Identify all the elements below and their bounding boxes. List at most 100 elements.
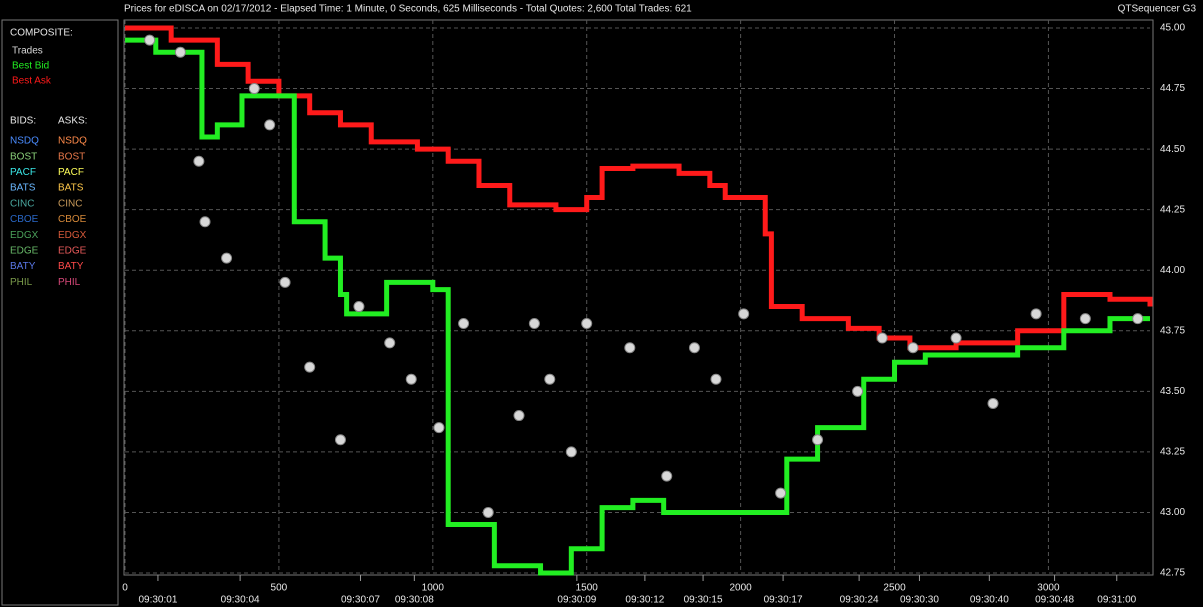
y-tick-label: 43.00 [1160, 507, 1185, 518]
time-tick-label: 09:31:00 [1097, 595, 1136, 606]
trade-dot [987, 397, 999, 409]
trade-dot [482, 506, 494, 518]
legend-entry: EDGX [58, 230, 87, 241]
trade-dot [264, 119, 276, 131]
trade-dot [458, 318, 470, 330]
x-tick-label: 3000 [1037, 583, 1060, 594]
legend-entry: PHIL [58, 277, 81, 288]
time-tick-label: 09:30:15 [684, 595, 723, 606]
legend-entry: NSDQ [58, 136, 87, 147]
trade-dot [710, 373, 722, 385]
legend-entry: PACF [58, 167, 84, 178]
time-tick-label: 09:30:17 [764, 595, 803, 606]
legend-entry: Best Ask [12, 76, 52, 87]
trade-dot [1132, 313, 1144, 325]
legend-entry: BOST [58, 151, 85, 162]
trade-dot [384, 337, 396, 349]
trade-dot [688, 342, 700, 354]
trade-dot [405, 373, 417, 385]
trade-dot [544, 373, 556, 385]
legend-entry: BATY [10, 261, 36, 272]
time-tick-label: 09:30:40 [970, 595, 1009, 606]
legend-entry: CBOE [10, 214, 39, 225]
time-tick-label: 09:30:01 [138, 595, 177, 606]
price-line [125, 37, 1150, 576]
trade-dot [950, 332, 962, 344]
x-tick-label: 0 [122, 583, 128, 594]
bids-label: BIDS: [10, 116, 36, 127]
trade-dot [581, 318, 593, 330]
plot-frame [123, 19, 1154, 576]
trade-dot [279, 276, 291, 288]
legend-entry: BATS [58, 183, 84, 194]
trade-dot [852, 385, 864, 397]
y-tick-label: 44.00 [1160, 265, 1185, 276]
trade-dot [528, 318, 540, 330]
time-tick-label: 09:30:12 [625, 595, 664, 606]
time-tick-label: 09:30:08 [395, 595, 434, 606]
trade-dot [199, 216, 211, 228]
time-tick-label: 09:30:24 [840, 595, 879, 606]
y-tick-label: 44.50 [1160, 144, 1185, 155]
legend-entry: Trades [12, 46, 43, 57]
y-tick-label: 42.75 [1160, 568, 1185, 579]
time-tick-label: 09:30:09 [557, 595, 596, 606]
trade-dot [513, 410, 525, 422]
trade-dot [334, 434, 346, 446]
trade-dot [144, 34, 156, 46]
trade-dot [1030, 308, 1042, 320]
trade-dot [907, 342, 919, 354]
legend-entry: NSDQ [10, 136, 39, 147]
legend-entry: EDGE [10, 246, 39, 257]
chart-title: Prices for eDISCA on 02/17/2012 - Elapse… [124, 4, 692, 15]
legend-entry: EDGE [58, 246, 87, 257]
legend-panel [1, 19, 119, 606]
legend-entry: CBOE [58, 214, 87, 225]
time-tick-label: 09:30:48 [1035, 595, 1074, 606]
trade-dot [248, 83, 260, 95]
x-tick-label: 2000 [729, 583, 752, 594]
legend-entry: PHIL [10, 277, 33, 288]
legend-entry: Best Bid [12, 61, 49, 72]
price-line [125, 25, 1153, 351]
x-tick-label: 1000 [422, 583, 445, 594]
y-tick-label: 43.25 [1160, 447, 1185, 458]
trade-dot [624, 342, 636, 354]
legend-entry: BOST [10, 151, 37, 162]
legend-entry: BATS [10, 183, 36, 194]
x-tick-label: 2500 [883, 583, 906, 594]
trade-dot [775, 487, 787, 499]
trade-dot [1079, 313, 1091, 325]
trade-dot [433, 422, 445, 434]
trade-dot [353, 301, 365, 313]
trade-dot [812, 434, 824, 446]
trade-dot [565, 446, 577, 458]
trade-dot [738, 308, 750, 320]
y-tick-label: 43.50 [1160, 386, 1185, 397]
trade-dot [193, 155, 205, 167]
asks-label: ASKS: [58, 116, 87, 127]
legend-entry: BATY [58, 261, 84, 272]
app-name: QTSequencer G3 [1118, 4, 1197, 15]
y-tick-label: 45.00 [1160, 23, 1185, 34]
trade-dot [876, 332, 888, 344]
x-tick-label: 1500 [576, 583, 599, 594]
legend-entry: CINC [10, 198, 34, 209]
legend-entry: EDGX [10, 230, 39, 241]
trade-dot [304, 361, 316, 373]
y-tick-label: 43.75 [1160, 325, 1185, 336]
composite-label: COMPOSITE: [10, 28, 73, 39]
legend-entry: PACF [10, 167, 36, 178]
time-tick-label: 09:30:30 [900, 595, 939, 606]
time-tick-label: 09:30:07 [341, 595, 380, 606]
trade-dot [221, 252, 233, 264]
time-tick-label: 09:30:04 [221, 595, 260, 606]
y-tick-label: 44.75 [1160, 83, 1185, 94]
trade-dot [661, 470, 673, 482]
x-tick-label: 500 [271, 583, 288, 594]
legend-entry: CINC [58, 198, 82, 209]
trade-dot [174, 46, 186, 58]
y-tick-label: 44.25 [1160, 204, 1185, 215]
